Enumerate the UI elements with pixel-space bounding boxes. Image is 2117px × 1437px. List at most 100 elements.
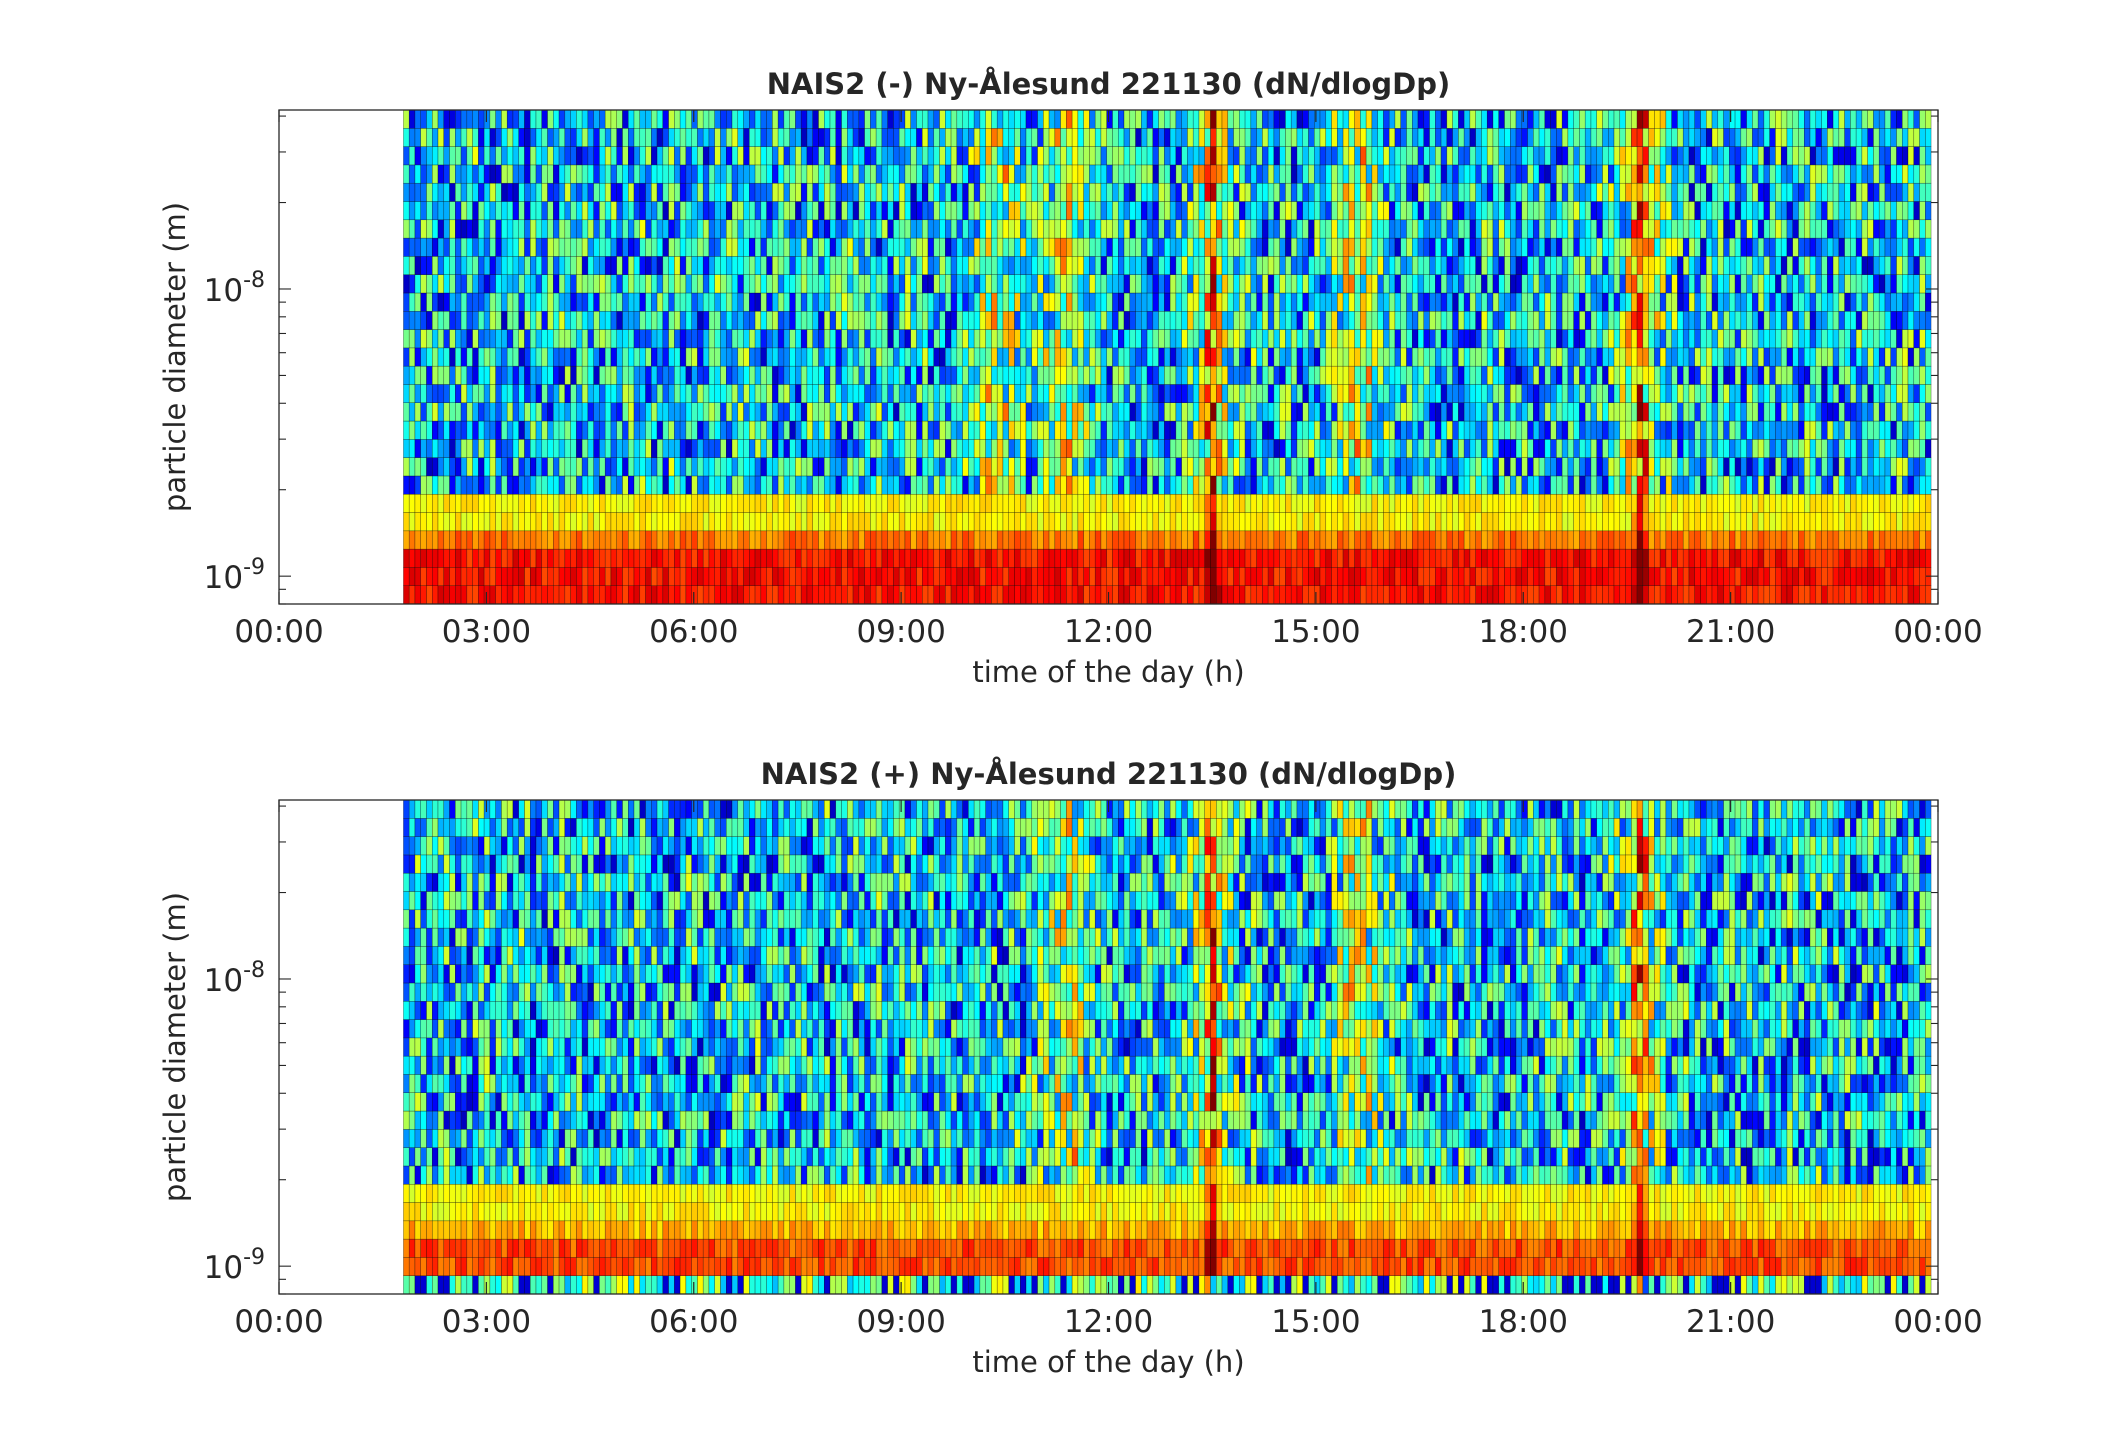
heatmap-cell: [743, 493, 750, 513]
heatmap-cell: [599, 347, 606, 367]
heatmap-cell: [1123, 109, 1131, 129]
heatmap-cell: [1308, 493, 1315, 513]
heatmap-cell: [1077, 384, 1084, 403]
heatmap-cell: [1089, 567, 1096, 586]
heatmap-cell: [1037, 402, 1044, 422]
heatmap-cell: [1066, 585, 1073, 605]
heatmap-cell: [1043, 585, 1050, 605]
heatmap-cell: [1250, 109, 1257, 129]
heatmap-cell: [1256, 219, 1263, 239]
heatmap-cell: [812, 439, 819, 458]
heatmap-cell: [726, 311, 733, 330]
heatmap-cell: [1406, 493, 1413, 513]
heatmap-cell: [1123, 548, 1131, 568]
heatmap-cell: [1146, 567, 1154, 586]
heatmap-cell: [968, 402, 975, 422]
heatmap-cell: [1463, 237, 1471, 257]
heatmap-cell: [789, 420, 796, 440]
heatmap-cell: [1244, 128, 1252, 147]
heatmap-cell: [1083, 567, 1090, 586]
heatmap-cell: [1302, 128, 1309, 147]
heatmap-cell: [1360, 384, 1367, 403]
heatmap-cell: [1112, 109, 1119, 129]
heatmap-cell: [1262, 128, 1269, 147]
heatmap-cell: [1192, 256, 1200, 275]
heatmap-cell: [1118, 475, 1125, 495]
heatmap-cell: [1152, 164, 1159, 184]
heatmap-cell: [483, 128, 491, 147]
heatmap-cell: [1446, 457, 1453, 477]
heatmap-cell: [904, 237, 911, 257]
heatmap-cell: [720, 493, 727, 513]
heatmap-cell: [968, 530, 975, 550]
heatmap-cell: [679, 457, 687, 477]
heatmap-cell: [702, 128, 710, 147]
heatmap-cell: [1048, 585, 1056, 605]
heatmap-cell: [593, 292, 600, 312]
heatmap-cell: [973, 548, 981, 568]
heatmap-cell: [1118, 567, 1125, 586]
heatmap-cell: [1014, 475, 1021, 495]
heatmap-cell: [1279, 384, 1286, 403]
heatmap-cell: [720, 274, 727, 294]
heatmap-cell: [835, 439, 842, 458]
heatmap-cell: [979, 219, 986, 239]
heatmap-cell: [864, 182, 871, 202]
heatmap-cell: [512, 457, 519, 477]
heatmap-cell: [1262, 512, 1269, 532]
heatmap-cell: [420, 219, 427, 239]
heatmap-cell: [1187, 128, 1194, 147]
heatmap-cell: [604, 146, 612, 166]
heatmap-cell: [1066, 237, 1073, 257]
heatmap-cell: [1365, 548, 1373, 568]
heatmap-cell: [985, 128, 992, 147]
heatmap-cell: [720, 384, 727, 403]
heatmap-cell: [1204, 402, 1211, 422]
heatmap-cell: [979, 530, 986, 550]
heatmap-cell: [651, 365, 658, 385]
heatmap-cell: [720, 201, 727, 221]
heatmap-cell: [1406, 256, 1413, 275]
heatmap-cell: [1094, 439, 1102, 458]
heatmap-cell: [576, 256, 583, 275]
heatmap-cell: [674, 439, 681, 458]
heatmap-cell: [604, 567, 612, 586]
heatmap-cell: [887, 384, 894, 403]
heatmap-cell: [1233, 548, 1240, 568]
heatmap-cell: [460, 201, 468, 221]
heatmap-cell: [564, 585, 571, 605]
heatmap-cell: [795, 512, 802, 532]
heatmap-cell: [495, 457, 502, 477]
heatmap-cell: [991, 365, 998, 385]
heatmap-cell: [956, 146, 963, 166]
heatmap-cell: [922, 439, 929, 458]
heatmap-cell: [651, 237, 658, 257]
heatmap-cell: [726, 365, 733, 385]
heatmap-cell: [1187, 530, 1194, 550]
heatmap-cell: [847, 274, 854, 294]
heatmap-cell: [1331, 585, 1338, 605]
heatmap-cell: [922, 256, 929, 275]
heatmap-cell: [420, 311, 427, 330]
heatmap-cell: [910, 457, 917, 477]
heatmap-cell: [633, 347, 641, 367]
heatmap-cell: [691, 475, 698, 495]
heatmap-cell: [731, 128, 739, 147]
heatmap-cell: [1216, 128, 1223, 147]
heatmap-cell: [1423, 219, 1430, 239]
heatmap-cell: [691, 347, 698, 367]
heatmap-cell: [1296, 329, 1303, 349]
heatmap-cell: [639, 530, 646, 550]
heatmap-cell: [651, 457, 658, 477]
heatmap-cell: [1100, 493, 1107, 513]
heatmap-cell: [553, 292, 560, 312]
heatmap-cell: [1066, 567, 1073, 586]
heatmap-cell: [403, 274, 410, 294]
heatmap-cell: [1066, 164, 1073, 184]
heatmap-cell: [1192, 128, 1200, 147]
heatmap-cell: [1233, 475, 1240, 495]
heatmap-cell: [1279, 292, 1286, 312]
heatmap-cell: [1106, 146, 1113, 166]
heatmap-cell: [887, 402, 894, 422]
heatmap-cell: [841, 402, 848, 422]
